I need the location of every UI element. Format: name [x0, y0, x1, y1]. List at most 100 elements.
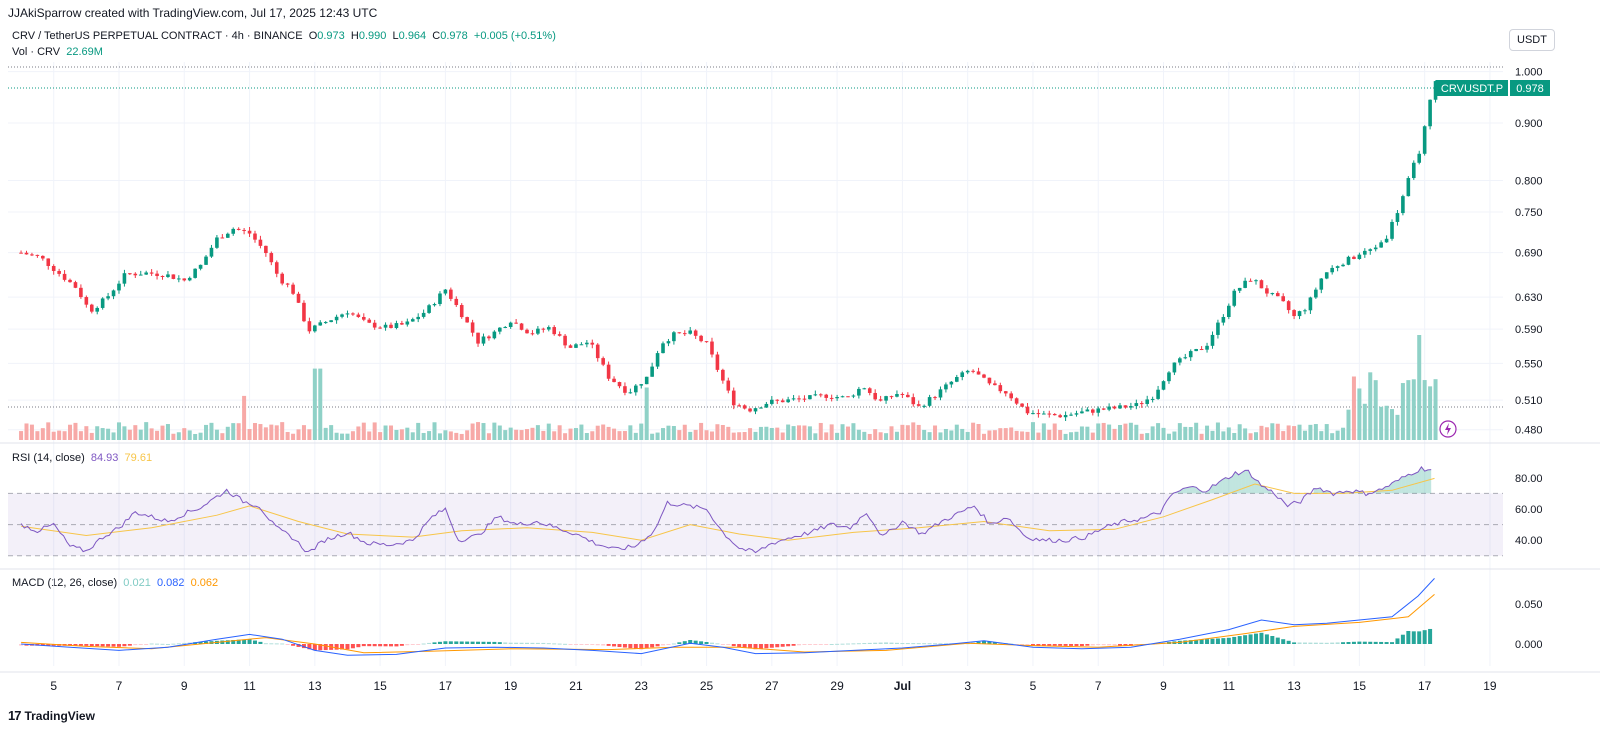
volume-bar: [1346, 409, 1351, 440]
macd-hist-bar: [198, 641, 203, 644]
macd-hist-bar: [481, 641, 486, 644]
macd-hist-bar: [867, 642, 872, 644]
volume-bar: [949, 430, 954, 440]
candle-body: [204, 256, 208, 265]
macd-label[interactable]: MACD (12, 26, close): [12, 577, 118, 589]
candle-body: [824, 394, 829, 398]
currency-unit-button[interactable]: USDT: [1509, 29, 1555, 51]
volume-bar: [688, 431, 693, 440]
tradingview-footer[interactable]: 17 TradingView: [8, 708, 95, 723]
volume-bar: [301, 425, 306, 440]
symbol-title[interactable]: CRV / TetherUS PERPETUAL CONTRACT · 4h ·…: [12, 30, 303, 42]
candle-body: [1227, 305, 1231, 318]
candle-body: [1047, 413, 1052, 415]
volume-bar: [938, 432, 943, 440]
candle-body: [802, 398, 807, 400]
price-tick-label: 0.590: [1515, 324, 1543, 336]
macd-hist-bar: [835, 643, 840, 645]
volume-bar: [671, 426, 676, 440]
candle-body: [459, 305, 464, 318]
macd-hist-bar: [568, 644, 573, 645]
candle-body: [19, 252, 23, 254]
candle-body: [737, 405, 741, 407]
candle-body: [726, 380, 731, 391]
volume-bar: [334, 432, 339, 440]
candle-body: [378, 327, 382, 329]
volume-bar: [715, 424, 720, 440]
volume-bar: [1079, 426, 1084, 440]
candle-body: [492, 331, 497, 339]
candle-body: [242, 229, 246, 231]
x-tick-label: 11: [1223, 679, 1236, 693]
candle-body: [307, 321, 312, 332]
candle-body: [851, 395, 856, 397]
candle-body: [351, 313, 355, 315]
candle-body: [1384, 238, 1389, 243]
volume-bar: [1096, 423, 1101, 440]
macd-hist-bar: [448, 641, 453, 644]
volume-bar: [160, 425, 165, 440]
macd-hist-bar: [372, 644, 377, 647]
candle-body: [1259, 280, 1264, 289]
candle-body: [280, 273, 284, 284]
candle-body: [693, 330, 698, 336]
volume-bar: [345, 433, 350, 440]
macd-hist-bar: [486, 641, 491, 644]
macd-hist-bar: [280, 643, 285, 645]
candle-body: [432, 304, 437, 306]
volume-bar: [1177, 423, 1182, 440]
macd-hist-bar: [454, 641, 459, 644]
rsi-tick-label: 60.00: [1515, 504, 1543, 516]
macd-hist-bar: [900, 643, 905, 645]
volume-bar: [1009, 427, 1014, 440]
high-value: 0.990: [358, 30, 387, 42]
volume-bar: [704, 430, 709, 440]
x-tick-label: 15: [1353, 679, 1367, 693]
macd-hist-bar: [1041, 644, 1046, 646]
macd-hist-bar: [497, 642, 502, 644]
x-tick-label: 11: [243, 679, 256, 693]
volume-bar: [1205, 425, 1210, 440]
candle-body: [1357, 254, 1362, 260]
macd-hist-bar: [802, 644, 807, 645]
macd-hist-bar: [437, 641, 442, 644]
macd-hist-bar: [111, 644, 116, 647]
macd-hist-bar: [824, 644, 829, 645]
volume-bar: [758, 426, 763, 440]
rsi-label[interactable]: RSI (14, close): [12, 452, 85, 464]
volume-bar: [193, 433, 198, 440]
volume-bar: [1123, 423, 1128, 440]
volume-bar: [1237, 424, 1242, 440]
volume-bar: [1302, 430, 1307, 440]
volume-bar: [410, 432, 415, 440]
volume-bar: [122, 426, 127, 440]
volume-bar: [388, 425, 393, 440]
candle-body: [1058, 415, 1062, 418]
volume-bar: [57, 430, 62, 440]
macd-hist-bar: [149, 643, 154, 645]
candle-body: [775, 399, 780, 401]
rsi-overbought-fill: [1225, 477, 1229, 494]
candle-body: [383, 324, 388, 328]
candle-body: [160, 275, 165, 277]
candle-body: [79, 287, 83, 298]
rsi-overbought-fill: [1241, 470, 1246, 494]
candle-body: [269, 253, 274, 263]
candle-body: [1025, 406, 1030, 414]
candle-body: [449, 289, 453, 299]
candle-body: [873, 392, 877, 400]
macd-hist-bar: [916, 643, 921, 645]
volume-bar: [231, 423, 236, 440]
volume-bar: [443, 430, 448, 440]
volume-bar: [829, 424, 834, 440]
volume-bar: [225, 426, 230, 440]
volume-bar: [1226, 427, 1231, 440]
rsi-overbought-fill: [1222, 477, 1226, 494]
volume-bar: [127, 429, 132, 440]
volume-bar: [111, 432, 116, 440]
x-tick-label: 19: [504, 679, 518, 693]
candle-body: [541, 328, 546, 330]
volume-bar: [884, 433, 889, 440]
candle-body: [889, 396, 894, 398]
